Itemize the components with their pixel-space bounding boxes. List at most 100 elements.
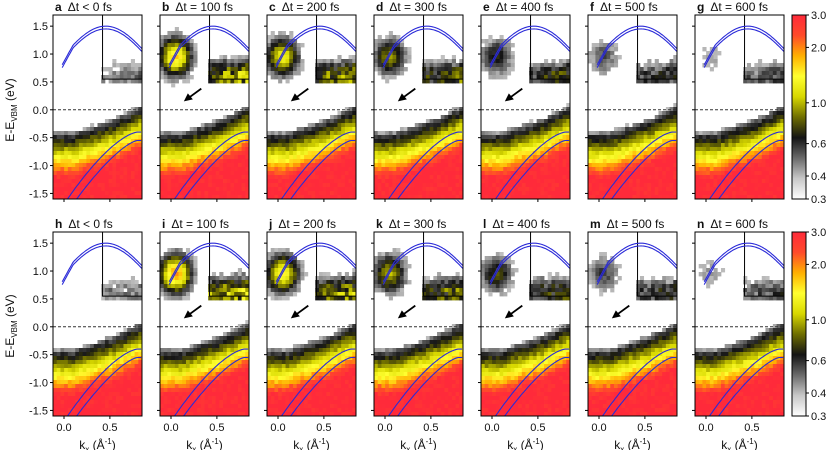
spectrum-image — [374, 15, 463, 199]
y-axis-label-subscript: VBM — [10, 104, 19, 122]
panel-frame — [587, 231, 678, 417]
x-axis-label: kx (Å-1) — [400, 437, 436, 450]
y-tick-label: 0.5 — [33, 77, 48, 89]
panel-delay: Δt = 600 fs — [710, 217, 768, 231]
x-tick-label: 0.5 — [637, 422, 652, 434]
conduction-band-curve — [275, 242, 356, 283]
figure-row-top: E-EVBM (eV) a Δt < 0 fs 1.5 1.0 0.5 0.0 -0.5 -1… — [3, 0, 826, 206]
panel-delay: Δt = 100 fs — [175, 0, 233, 14]
conduction-band-curve — [275, 245, 356, 285]
valence-band-curve — [717, 356, 784, 416]
panel-delay: Δt = 500 fs — [607, 217, 665, 231]
colorbar-tick-label: 2.0 — [811, 42, 826, 54]
y-axis-label-unit: (eV) — [3, 78, 17, 104]
panel-frame — [159, 14, 250, 200]
colorbar-gradient — [791, 14, 807, 200]
arrow-annotation — [504, 304, 523, 319]
panel-a: a Δt < 0 fs 1.5 1.0 0.5 0.0 -0.5 -1.0 -1.5 — [29, 0, 143, 202]
inset-frame — [102, 15, 142, 80]
panel-letter: a — [55, 0, 62, 14]
panel-title: f Δt = 500 fs — [590, 0, 658, 14]
panel-title: i Δt = 100 fs — [162, 217, 229, 231]
valence-band-curve — [173, 348, 249, 416]
colorbar-tick-label: 0.6 — [811, 356, 826, 368]
panel-title: l Δt = 400 fs — [483, 217, 550, 231]
conduction-band-curve — [382, 242, 463, 283]
panel-frame — [480, 231, 571, 417]
panel-i: i Δt = 100 fs 0.0 0.5 kx (Å-1) — [157, 217, 250, 450]
panel-b: b Δt = 100 fs — [157, 0, 250, 202]
panel-delay: Δt < 0 fs — [68, 217, 112, 231]
conduction-band-curve — [489, 242, 570, 283]
spectrum-image — [53, 15, 142, 199]
panel-delay: Δt = 300 fs — [389, 217, 447, 231]
panel-frame — [694, 231, 785, 417]
panel-title: n Δt = 600 fs — [697, 217, 768, 231]
valence-band-curve — [610, 139, 677, 199]
panel-frame — [480, 14, 571, 200]
panel-k: k Δt = 300 fs 0.0 0.5 kx (Å-1) — [371, 217, 464, 450]
colorbar-tick-label: 0.4 — [811, 171, 826, 183]
valence-band-curve — [75, 139, 142, 199]
x-tick-label: 0.5 — [744, 422, 759, 434]
arrow-annotation — [183, 87, 202, 102]
colorbar-gradient — [791, 231, 807, 417]
panel-delay: Δt = 600 fs — [710, 0, 768, 14]
conduction-band-curve — [382, 25, 463, 66]
x-tick-label: 0.0 — [377, 422, 392, 434]
figure-row-bottom: E-EVBM (eV) h Δt < 0 fs 1.5 1.0 0.5 0.0 -0.5 -1… — [3, 217, 826, 450]
y-tick-label: 0.0 — [33, 322, 48, 334]
conduction-band-curve — [703, 28, 784, 68]
panel-delay: Δt < 0 fs — [68, 0, 112, 14]
y-tick-label: 0.0 — [33, 105, 48, 117]
conduction-band-curve — [382, 245, 463, 285]
conduction-band-curve — [596, 25, 677, 66]
arrow-annotation — [290, 304, 309, 319]
valence-band-curve — [280, 348, 356, 416]
valence-band-curve — [182, 139, 249, 199]
conduction-band-curve — [61, 245, 142, 285]
panel-letter: h — [55, 217, 62, 231]
valence-band-curve — [289, 356, 356, 416]
spectrum-image — [588, 15, 677, 199]
panel-letter: g — [697, 0, 704, 14]
panel-delay: Δt = 400 fs — [492, 217, 550, 231]
spectrum-image — [374, 232, 463, 416]
panel-letter: e — [483, 0, 490, 14]
x-tick-label: 0.5 — [423, 422, 438, 434]
spectrum-image — [267, 15, 356, 199]
valence-band-curve — [66, 131, 142, 199]
panel-letter: j — [268, 217, 272, 231]
panel-delay: Δt = 200 fs — [282, 0, 340, 14]
y-axis-label-unit: (eV) — [3, 294, 17, 320]
spectrum-image — [588, 232, 677, 416]
panel-title: j Δt = 200 fs — [268, 217, 336, 231]
panel-n: n Δt = 600 fs 0.0 0.5 kx (Å-1) — [692, 217, 785, 450]
conduction-band-curve — [168, 25, 249, 66]
spectrum-image — [695, 232, 784, 416]
panel-title: g Δt = 600 fs — [697, 0, 768, 14]
valence-band-curve — [503, 139, 570, 199]
valence-band-curve — [494, 348, 570, 416]
x-axis-label: kx (Å-1) — [721, 437, 757, 450]
conduction-band-curve — [489, 25, 570, 66]
panel-frame — [373, 14, 464, 200]
conduction-band-curve — [489, 28, 570, 68]
valence-band-curve — [289, 139, 356, 199]
panel-d: d Δt = 300 fs — [371, 0, 464, 202]
panel-title: a Δt < 0 fs — [55, 0, 112, 14]
conduction-band-curve — [168, 245, 249, 285]
panel-h: h Δt < 0 fs 1.5 1.0 0.5 0.0 -0.5 -1.0 -1.5 0.0 0.5… — [29, 217, 143, 450]
panel-delay: Δt = 500 fs — [600, 0, 658, 14]
spectrum-image — [481, 15, 570, 199]
conduction-band-curve — [168, 242, 249, 283]
panel-letter: n — [697, 217, 704, 231]
arrow-annotation — [397, 87, 416, 102]
colorbar-tick-label: 3.0 — [811, 227, 826, 239]
colorbar-tick-label: 1.0 — [811, 98, 826, 110]
valence-band-curve — [280, 131, 356, 199]
panel-g: g Δt = 600 fs — [692, 0, 785, 202]
panel-frame — [52, 231, 143, 417]
x-tick-label: 0.0 — [698, 422, 713, 434]
